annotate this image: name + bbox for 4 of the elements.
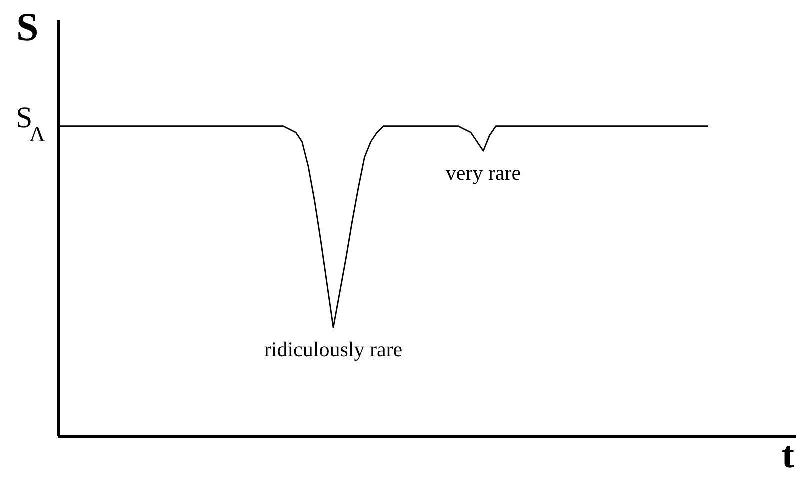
x-axis-title: t	[782, 434, 795, 476]
y-axis-title: S	[16, 4, 39, 50]
annotation: very rare	[446, 161, 522, 186]
annotation: ridiculously rare	[264, 338, 403, 362]
